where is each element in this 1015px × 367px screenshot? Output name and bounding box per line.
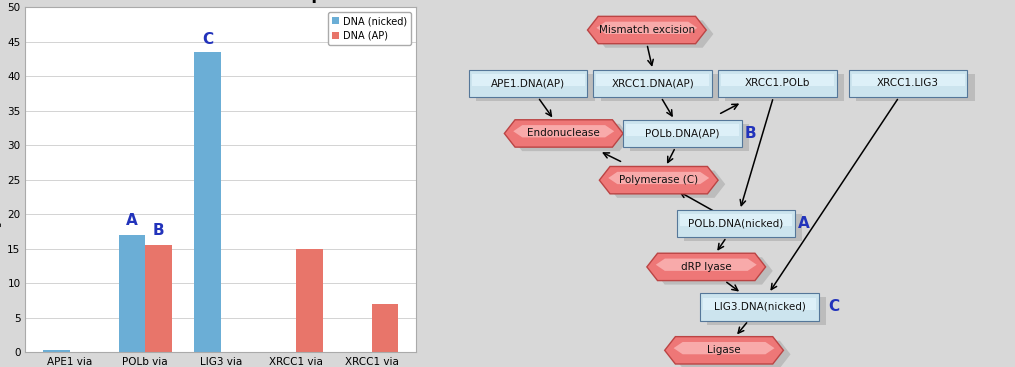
Text: XRCC1.POLb: XRCC1.POLb bbox=[745, 79, 810, 88]
Text: Mismatch excision: Mismatch excision bbox=[599, 25, 695, 35]
Bar bbox=[469, 70, 588, 97]
Polygon shape bbox=[504, 120, 623, 147]
Bar bbox=[726, 74, 844, 101]
Polygon shape bbox=[597, 22, 697, 34]
Text: POLb.DNA(nicked): POLb.DNA(nicked) bbox=[688, 218, 784, 229]
Bar bbox=[718, 70, 836, 97]
Bar bbox=[623, 120, 742, 147]
Bar bbox=[296, 249, 323, 352]
Title: Recruitment to DNA of BER proteins: Recruitment to DNA of BER proteins bbox=[52, 0, 390, 3]
Bar bbox=[626, 124, 739, 136]
Polygon shape bbox=[595, 20, 714, 48]
Text: C: C bbox=[202, 32, 213, 47]
Y-axis label: Percentage of uni-molecular events: Percentage of uni-molecular events bbox=[0, 87, 2, 273]
Polygon shape bbox=[588, 17, 706, 44]
Polygon shape bbox=[514, 125, 614, 137]
Polygon shape bbox=[599, 167, 718, 194]
Bar bbox=[476, 74, 595, 101]
Text: C: C bbox=[828, 299, 839, 315]
Bar bbox=[684, 214, 803, 241]
Text: B: B bbox=[745, 126, 756, 141]
Text: A: A bbox=[798, 216, 810, 231]
Bar bbox=[630, 124, 749, 151]
Text: APE1.DNA(AP): APE1.DNA(AP) bbox=[491, 79, 565, 88]
Text: Ligase: Ligase bbox=[707, 345, 741, 355]
Text: Endonuclease: Endonuclease bbox=[528, 128, 600, 138]
Text: POLb.DNA(AP): POLb.DNA(AP) bbox=[646, 128, 720, 138]
Text: dRP lyase: dRP lyase bbox=[681, 262, 732, 272]
Bar bbox=[43, 350, 70, 352]
Bar bbox=[119, 235, 145, 352]
Text: XRCC1.LIG3: XRCC1.LIG3 bbox=[877, 79, 939, 88]
Text: Polymerase (C): Polymerase (C) bbox=[619, 175, 698, 185]
Bar bbox=[594, 70, 713, 97]
Text: XRCC1.DNA(AP): XRCC1.DNA(AP) bbox=[611, 79, 694, 88]
Bar bbox=[597, 74, 709, 86]
Bar bbox=[852, 74, 964, 86]
Bar bbox=[707, 297, 826, 325]
Polygon shape bbox=[647, 253, 765, 281]
Polygon shape bbox=[608, 172, 709, 184]
Polygon shape bbox=[672, 341, 791, 367]
Bar bbox=[371, 304, 398, 352]
Bar bbox=[721, 74, 834, 86]
Bar bbox=[145, 246, 172, 352]
Polygon shape bbox=[512, 124, 630, 151]
Bar bbox=[849, 70, 967, 97]
Bar bbox=[703, 298, 816, 310]
Bar bbox=[194, 52, 221, 352]
Text: A: A bbox=[126, 213, 138, 228]
Text: B: B bbox=[152, 224, 164, 239]
Bar bbox=[856, 74, 974, 101]
Legend: DNA (nicked), DNA (AP): DNA (nicked), DNA (AP) bbox=[328, 12, 411, 45]
Polygon shape bbox=[665, 337, 784, 364]
Polygon shape bbox=[607, 171, 726, 198]
Polygon shape bbox=[654, 257, 772, 284]
Bar bbox=[601, 74, 720, 101]
Bar bbox=[677, 210, 796, 237]
Bar bbox=[472, 74, 585, 86]
Bar bbox=[700, 293, 819, 321]
Text: LIG3.DNA(nicked): LIG3.DNA(nicked) bbox=[714, 302, 806, 312]
Polygon shape bbox=[674, 342, 774, 354]
Bar bbox=[679, 214, 793, 226]
Polygon shape bbox=[656, 259, 757, 271]
